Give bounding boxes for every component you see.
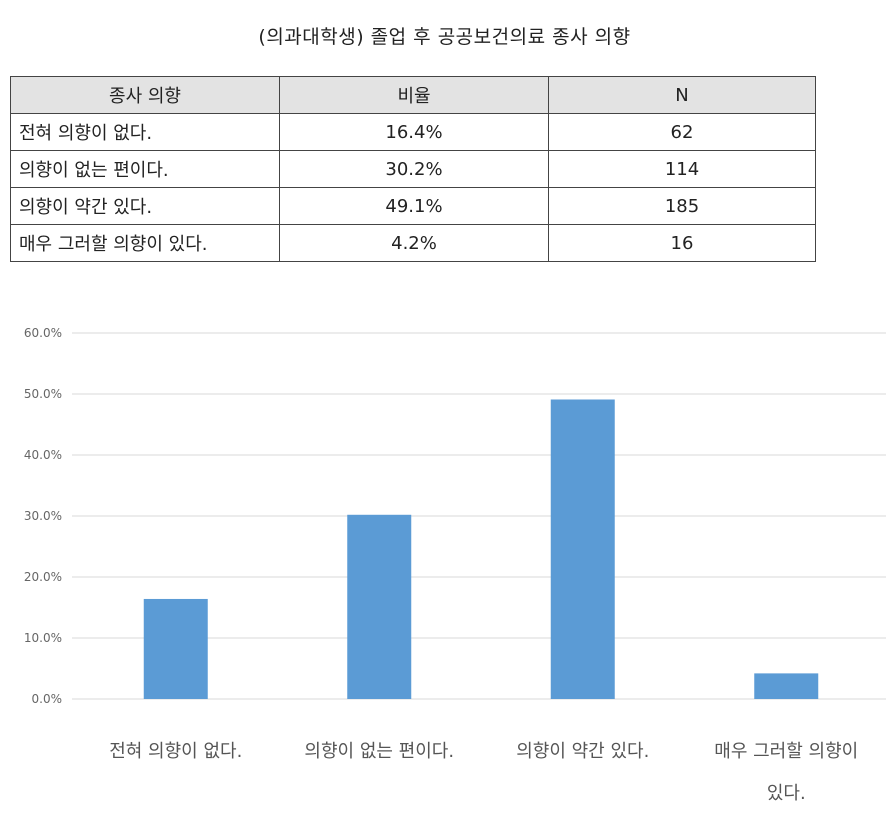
header-count: N [548, 76, 816, 114]
row-label: 매우 그러할 의향이 있다. [10, 224, 280, 262]
bar [347, 514, 412, 699]
x-category-label: 의향이 없는 편이다. [304, 741, 454, 762]
row-label: 의향이 약간 있다. [10, 187, 280, 225]
row-label: 의향이 없는 편이다. [10, 150, 280, 188]
y-tick-label: 30.0% [24, 509, 62, 523]
bar-chart: 0.0% 10.0% 20.0% 30.0% 40.0% 50.0% 60.0% 전혀 의향이… [24, 326, 886, 804]
row-label: 전혀 의향이 없다. [10, 113, 280, 151]
header-ratio: 비율 [279, 76, 549, 114]
bar [550, 399, 615, 699]
summary-table: 종사 의향 비율 N 전혀 의향이 없다. 16.4% 62 의향이 없는 편이… [10, 76, 816, 262]
y-tick-label: 0.0% [32, 692, 63, 706]
table-header-row: 종사 의향 비율 N [10, 76, 816, 114]
bar [754, 673, 819, 699]
x-category-label: 전혀 의향이 없다. [109, 741, 242, 762]
x-category-label: 의향이 약간 있다. [516, 741, 649, 762]
row-count: 114 [548, 150, 816, 188]
y-tick-label: 10.0% [24, 631, 62, 645]
table-row: 의향이 약간 있다. 49.1% 185 [10, 187, 816, 225]
x-category-label: 있다. [767, 783, 806, 804]
row-ratio: 49.1% [279, 187, 549, 225]
y-tick-label: 20.0% [24, 570, 62, 584]
bar [143, 598, 208, 699]
y-tick-label: 40.0% [24, 448, 62, 462]
row-count: 185 [548, 187, 816, 225]
table-row: 전혀 의향이 없다. 16.4% 62 [10, 113, 816, 151]
row-count: 16 [548, 224, 816, 262]
header-intention: 종사 의향 [10, 76, 280, 114]
x-category-label: 매우 그러할 의향이 [714, 741, 858, 762]
table-row: 매우 그러할 의향이 있다. 4.2% 16 [10, 224, 816, 262]
row-count: 62 [548, 113, 816, 151]
y-tick-label: 50.0% [24, 387, 62, 401]
y-tick-label: 60.0% [24, 326, 62, 340]
row-ratio: 16.4% [279, 113, 549, 151]
table-row: 의향이 없는 편이다. 30.2% 114 [10, 150, 816, 188]
row-ratio: 30.2% [279, 150, 549, 188]
row-ratio: 4.2% [279, 224, 549, 262]
chart-title: (의과대학생) 졸업 후 공공보건의료 종사 의향 [258, 26, 631, 48]
